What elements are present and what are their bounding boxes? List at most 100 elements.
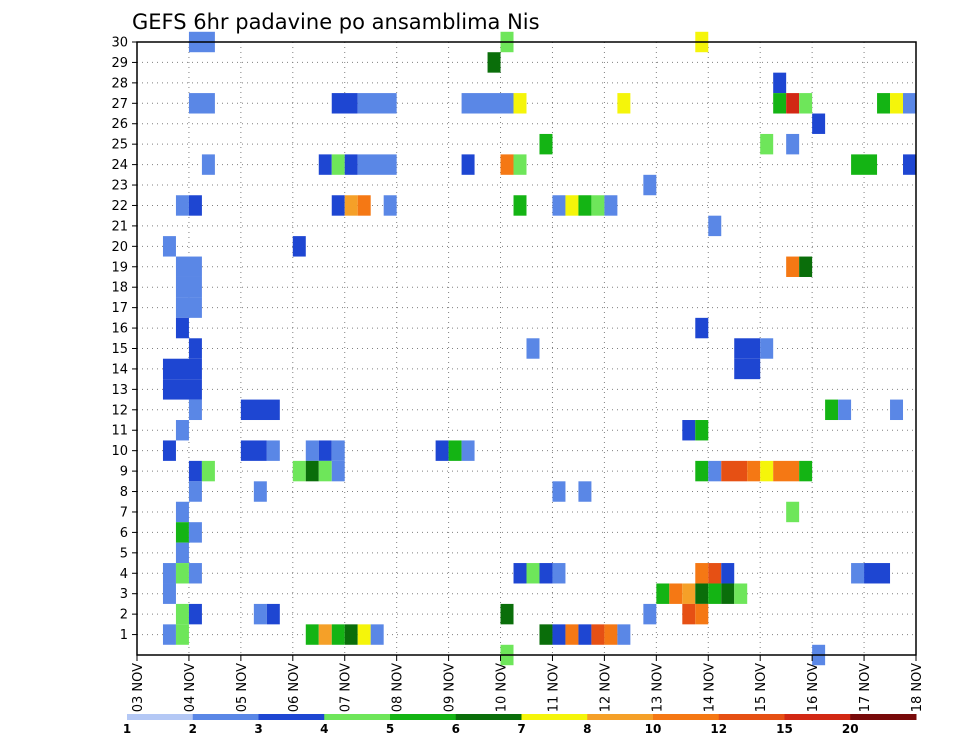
heatmap-cell [565, 624, 579, 645]
y-tick-label: 20 [111, 240, 128, 255]
heatmap-cell [175, 624, 189, 645]
heatmap-cell [552, 624, 566, 645]
heatmap-cell [539, 563, 553, 584]
heatmap-cell [773, 93, 787, 114]
chart-title: GEFS 6hr padavine po ansamblima Nis [132, 10, 540, 34]
y-tick-label: 22 [111, 199, 128, 214]
x-tick-label: 13 NOV [650, 663, 665, 712]
heatmap-cell [695, 563, 709, 584]
heatmap-cell [591, 195, 605, 216]
heatmap-cell [162, 624, 176, 645]
heatmap-cell [552, 195, 566, 216]
heatmap-cell [318, 440, 332, 461]
heatmap-cell [539, 133, 553, 155]
heatmap-cell [500, 603, 514, 625]
heatmap-cell [357, 624, 371, 645]
x-tick-label: 10 NOV [495, 663, 510, 712]
colorbar-label: 6 [452, 722, 460, 736]
heatmap-cell [357, 195, 371, 216]
y-tick-label: 11 [111, 424, 128, 439]
heatmap-cell [266, 440, 280, 461]
heatmap-cell [188, 481, 202, 502]
heatmap-cell [266, 603, 280, 625]
colorbar-swatch [718, 714, 785, 720]
y-tick-label: 25 [111, 138, 128, 153]
heatmap-cell [318, 460, 332, 482]
heatmap-cell [799, 256, 813, 277]
heatmap-cell [539, 624, 553, 645]
heatmap-cell [162, 563, 176, 584]
heatmap-cell [604, 195, 618, 216]
heatmap-cell [162, 236, 176, 257]
heatmap-cell [526, 563, 540, 584]
heatmap-cell [903, 154, 916, 175]
heatmap-cell [825, 399, 839, 421]
x-tick-label: 09 NOV [443, 663, 458, 712]
y-tick-label: 10 [111, 444, 128, 459]
y-tick-label: 21 [111, 219, 128, 234]
colorbar-swatch [850, 714, 917, 720]
heatmap-cell [318, 154, 332, 175]
heatmap-cell [344, 624, 358, 645]
heatmap-cell [188, 93, 215, 114]
heatmap-cell [643, 603, 657, 625]
heatmap-cell [188, 399, 202, 421]
heatmap-cell [773, 72, 787, 94]
heatmap-cell [175, 522, 189, 543]
heatmap-cell [526, 338, 540, 359]
heatmap-cell [253, 603, 267, 625]
colorbar-label: 5 [386, 722, 394, 736]
heatmap-cell [617, 93, 631, 114]
y-tick-label: 14 [111, 362, 128, 377]
y-tick-label: 27 [111, 97, 128, 112]
heatmap-cells [162, 31, 916, 666]
heatmap-cell [201, 460, 215, 482]
heatmap-cell [500, 154, 514, 175]
heatmap-cell [162, 583, 176, 604]
heatmap-cell [344, 195, 358, 216]
heatmap-cell [513, 195, 527, 216]
heatmap-cell [487, 52, 501, 73]
x-tick-label: 17 NOV [858, 663, 873, 712]
y-tick-label: 13 [111, 383, 128, 398]
colorbar-swatch [784, 714, 851, 720]
heatmap-cell [578, 195, 592, 216]
grid-lines [137, 41, 916, 655]
heatmap-cell [292, 460, 306, 482]
x-tick-label: 18 NOV [910, 663, 925, 712]
heatmap-cell [240, 399, 280, 421]
heatmap-cell [786, 133, 800, 155]
heatmap-cell [786, 256, 800, 277]
colorbar-swatch [192, 714, 259, 720]
heatmap-cell [695, 420, 709, 441]
y-tick-label: 7 [120, 505, 128, 520]
y-tick-label: 24 [111, 158, 128, 173]
heatmap-cell [162, 358, 202, 380]
colorbar-swatch [455, 714, 522, 720]
colorbar-label: 12 [710, 722, 727, 736]
heatmap-cell [370, 624, 384, 645]
y-tick-label: 1 [120, 628, 128, 643]
heatmap-cell [292, 236, 306, 257]
colorbar-legend: 1 2 3 4 5 6 7 8 10 12 15 20 [123, 714, 917, 736]
heatmap-cell [331, 195, 345, 216]
heatmap-cell [461, 93, 514, 114]
heatmap-cell [175, 563, 189, 584]
heatmap-cell [812, 113, 826, 134]
heatmap-cell [591, 624, 605, 645]
x-tick-label: 07 NOV [339, 663, 354, 712]
heatmap-cell [175, 542, 189, 564]
colorbar-swatch [127, 714, 194, 720]
heatmap-cell [188, 563, 202, 584]
x-tick-label: 05 NOV [235, 663, 250, 712]
colorbar-label: 2 [189, 722, 197, 736]
heatmap-cell [175, 276, 202, 298]
heatmap-cell [747, 460, 761, 482]
heatmap-cell [448, 440, 462, 461]
heatmap-cell [890, 93, 904, 114]
heatmap-cell [851, 563, 865, 584]
heatmap-cell [773, 460, 800, 482]
heatmap-cell [175, 603, 189, 625]
y-tick-label: 8 [120, 485, 128, 500]
